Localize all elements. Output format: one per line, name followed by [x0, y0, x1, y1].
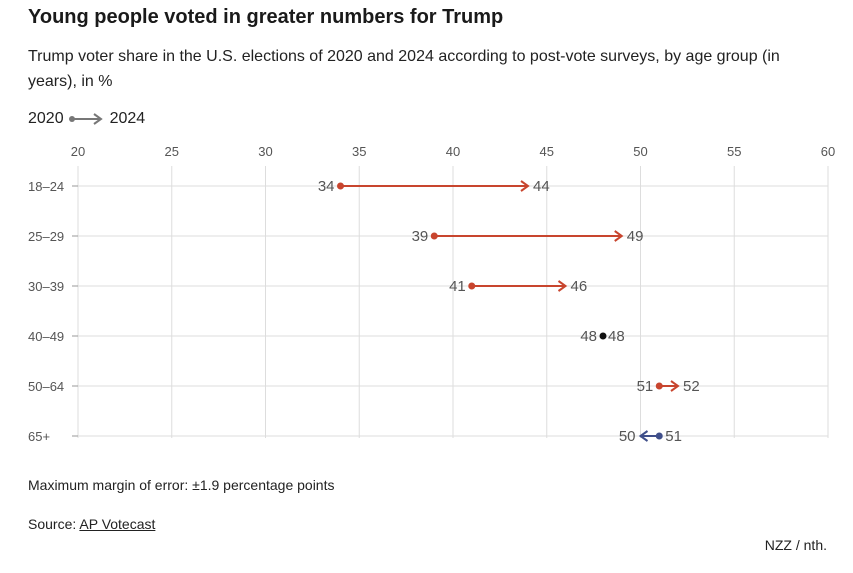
category-label: 65+	[28, 429, 50, 444]
legend: 2020 2024	[28, 110, 145, 128]
legend-to-label: 2024	[109, 110, 146, 127]
category-label: 30–39	[28, 279, 64, 294]
dumbbell-chart: 20 25 30 35 40 45 50 55 60 18–24 34 44 25–29 39 49 30–3…	[28, 144, 835, 445]
chart-subtitle: Trump voter share in the U.S. elections …	[28, 48, 780, 90]
category-label: 18–24	[28, 179, 64, 194]
label-2020: 41	[449, 278, 466, 295]
label-2020: 51	[637, 378, 654, 395]
change-arrowhead	[614, 230, 624, 242]
point-2020	[655, 432, 663, 440]
x-tick-label: 40	[446, 144, 460, 159]
source-link[interactable]: AP Votecast	[79, 516, 156, 532]
category-label: 50–64	[28, 379, 64, 394]
label-2024: 46	[571, 278, 588, 295]
margin-of-error-note: Maximum margin of error: ±1.9 percentage…	[28, 477, 335, 493]
legend-arrow-icon	[68, 113, 103, 125]
x-tick-label: 50	[633, 144, 647, 159]
change-arrowhead	[520, 180, 530, 192]
point-2020	[468, 282, 476, 290]
x-tick-label: 20	[71, 144, 85, 159]
credit: NZZ / nth.	[764, 537, 827, 553]
label-2020: 48	[580, 328, 597, 345]
chart-title: Young people voted in greater numbers fo…	[28, 6, 504, 28]
label-2024: 48	[608, 328, 625, 345]
source-line: Source: AP Votecast	[28, 516, 155, 532]
label-2024: 52	[683, 378, 700, 395]
legend-from-label: 2020	[28, 110, 64, 127]
x-tick-label: 45	[540, 144, 554, 159]
point-2020	[599, 332, 607, 340]
point-2020	[430, 232, 438, 240]
x-tick-label: 35	[352, 144, 366, 159]
change-arrowhead	[638, 430, 649, 442]
x-tick-label: 55	[727, 144, 741, 159]
x-tick-label: 30	[258, 144, 272, 159]
x-tick-label: 25	[165, 144, 179, 159]
source-prefix: Source:	[28, 516, 80, 532]
point-2020	[655, 382, 663, 390]
label-2024: 50	[619, 428, 636, 445]
label-2024: 44	[533, 178, 550, 195]
x-tick-label: 60	[821, 144, 835, 159]
change-arrowhead	[557, 280, 568, 292]
label-2024: 49	[627, 228, 644, 245]
category-label: 25–29	[28, 229, 64, 244]
point-2020	[337, 182, 344, 190]
category-label: 40–49	[28, 329, 64, 344]
label-2020: 34	[318, 178, 335, 195]
label-2020: 39	[412, 228, 429, 245]
change-arrowhead	[670, 380, 680, 392]
label-2020: 51	[665, 428, 682, 445]
